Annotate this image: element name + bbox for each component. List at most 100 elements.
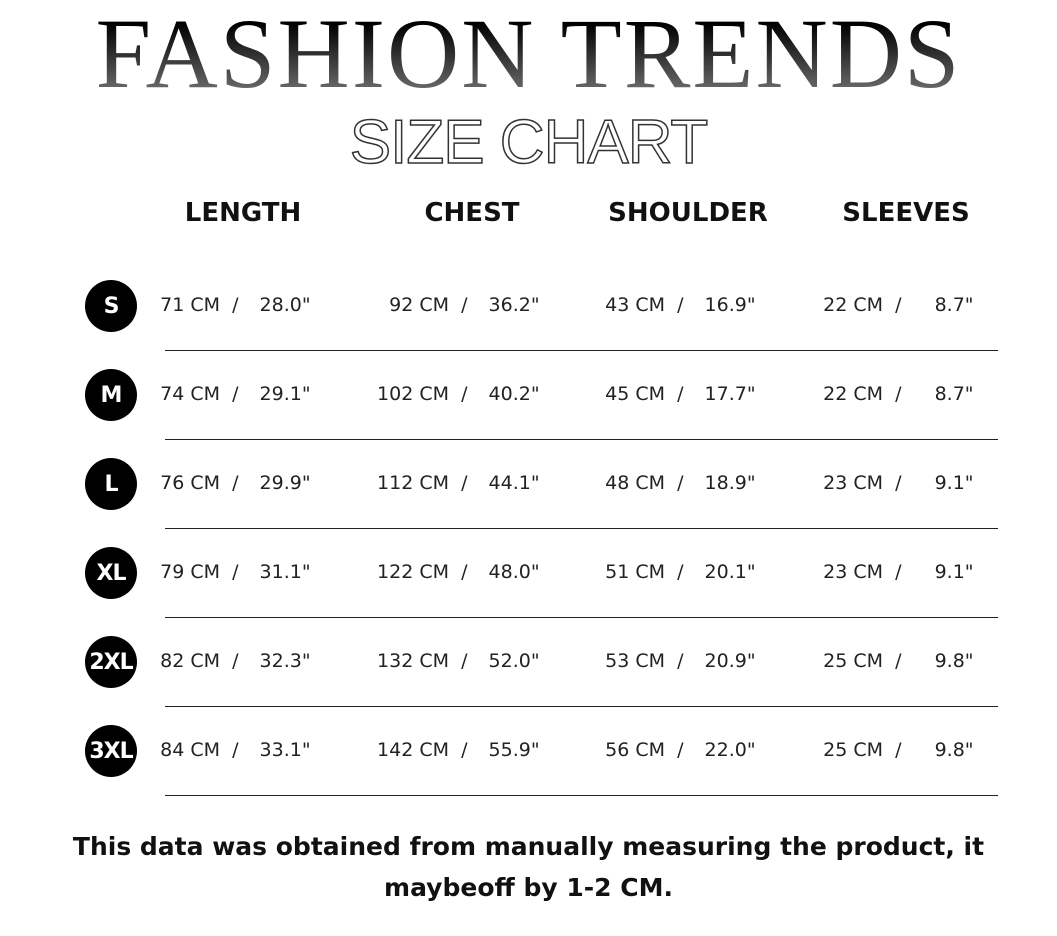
inch-value: 40.2" xyxy=(488,383,540,405)
separator: / xyxy=(665,383,696,405)
size-badge: 3XL xyxy=(85,725,137,777)
measurement-cell: 43 CM / 16.9" xyxy=(593,294,756,316)
inch-value: 44.1" xyxy=(488,472,540,494)
separator: / xyxy=(449,383,480,405)
measurement-cell: 23 CM / 9.1" xyxy=(811,472,974,494)
inch-value: 52.0" xyxy=(488,650,540,672)
measurement-cell: 79 CM / 31.1" xyxy=(148,561,311,583)
table-row: 3XL 84 CM / 33.1" 142 CM / 55.9" 56 CM / 22… xyxy=(0,725,1057,840)
inch-value: 20.1" xyxy=(704,561,756,583)
size-badge: 2XL xyxy=(85,636,137,688)
cm-value: 53 CM xyxy=(605,650,665,672)
separator: / xyxy=(220,561,251,583)
column-header-shoulder: SHOULDER xyxy=(608,198,768,228)
inch-value: 36.2" xyxy=(488,294,540,316)
measurement-cell: 74 CM / 29.1" xyxy=(148,383,311,405)
measurement-cell: 48 CM / 18.9" xyxy=(593,472,756,494)
measurement-cell: 45 CM / 17.7" xyxy=(593,383,756,405)
row-divider xyxy=(165,439,998,440)
separator: / xyxy=(665,561,696,583)
inch-value: 48.0" xyxy=(488,561,540,583)
row-divider xyxy=(165,617,998,618)
measurement-cell: 102 CM / 40.2" xyxy=(377,383,540,405)
inch-value: 18.9" xyxy=(704,472,756,494)
separator: / xyxy=(883,383,914,405)
cm-value: 43 CM xyxy=(605,294,665,316)
separator: / xyxy=(449,739,480,761)
measurement-cell: 71 CM / 28.0" xyxy=(148,294,311,316)
measurement-cell: 82 CM / 32.3" xyxy=(148,650,310,672)
inch-value: 8.7" xyxy=(934,383,974,405)
cm-value: 56 CM xyxy=(605,739,665,761)
separator: / xyxy=(220,383,251,405)
measurement-note: This data was obtained from manually mea… xyxy=(72,832,985,902)
brand-title: FASHION TRENDS xyxy=(0,4,1057,104)
separator: / xyxy=(883,561,914,583)
cm-value: 51 CM xyxy=(605,561,665,583)
row-divider xyxy=(165,706,998,707)
measurement-cell: 53 CM / 20.9" xyxy=(593,650,756,672)
inch-value: 33.1" xyxy=(259,739,311,761)
inch-value: 28.0" xyxy=(259,294,311,316)
separator: / xyxy=(449,650,480,672)
cm-value: 48 CM xyxy=(605,472,665,494)
cm-value: 102 CM xyxy=(377,383,449,405)
inch-value: 9.8" xyxy=(934,650,974,672)
separator: / xyxy=(449,294,480,316)
inch-value: 8.7" xyxy=(934,294,974,316)
size-badge: S xyxy=(85,280,137,332)
cm-value: 82 CM xyxy=(160,650,220,672)
measurement-cell: 76 CM / 29.9" xyxy=(148,472,311,494)
separator: / xyxy=(220,739,251,761)
separator: / xyxy=(883,650,914,672)
cm-value: 122 CM xyxy=(377,561,449,583)
size-badge: XL xyxy=(85,547,137,599)
column-header-sleeves: SLEEVES xyxy=(842,198,970,228)
inch-value: 31.1" xyxy=(259,561,311,583)
measurement-cell: 51 CM / 20.1" xyxy=(593,561,756,583)
inch-value: 20.9" xyxy=(704,650,756,672)
inch-value: 55.9" xyxy=(488,739,540,761)
size-badge: M xyxy=(85,369,137,421)
inch-value: 9.1" xyxy=(934,472,974,494)
cm-value: 25 CM xyxy=(823,739,883,761)
table-row: S 71 CM / 28.0" 92 CM / 36.2" 43 CM / 16.9"… xyxy=(0,280,1057,395)
inch-value: 17.7" xyxy=(704,383,756,405)
cm-value: 112 CM xyxy=(377,472,449,494)
cm-value: 23 CM xyxy=(823,561,883,583)
measurement-cell: 112 CM / 44.1" xyxy=(377,472,540,494)
measurement-cell: 25 CM / 9.8" xyxy=(811,650,974,672)
separator: / xyxy=(665,650,696,672)
separator: / xyxy=(220,294,251,316)
table-row: XL 79 CM / 31.1" 122 CM / 48.0" 51 CM / 20.… xyxy=(0,547,1057,662)
inch-value: 29.1" xyxy=(259,383,311,405)
measurement-cell: 132 CM / 52.0" xyxy=(377,650,540,672)
measurement-cell: 142 CM / 55.9" xyxy=(377,739,540,761)
measurement-cell: 23 CM / 9.1" xyxy=(811,561,973,583)
separator: / xyxy=(883,472,914,494)
inch-value: 16.9" xyxy=(704,294,756,316)
inch-value: 29.9" xyxy=(259,472,311,494)
size-badge: L xyxy=(85,458,137,510)
table-row: L 76 CM / 29.9" 112 CM / 44.1" 48 CM / 18.9… xyxy=(0,458,1057,573)
measurement-cell: 22 CM / 8.7" xyxy=(811,294,974,316)
cm-value: 142 CM xyxy=(377,739,449,761)
measurement-cell: 22 CM / 8.7" xyxy=(811,383,974,405)
table-row: M 74 CM / 29.1" 102 CM / 40.2" 45 CM / 17.7… xyxy=(0,369,1057,484)
column-header-length: LENGTH xyxy=(184,198,302,228)
separator: / xyxy=(883,294,914,316)
cm-value: 45 CM xyxy=(605,383,665,405)
table-row: 2XL 82 CM / 32.3" 132 CM / 52.0" 53 CM / 20… xyxy=(0,636,1057,751)
measurement-cell: 84 CM / 33.1" xyxy=(148,739,311,761)
separator: / xyxy=(883,739,914,761)
cm-value: 84 CM xyxy=(160,739,220,761)
separator: / xyxy=(665,739,696,761)
inch-value: 9.8" xyxy=(934,739,974,761)
cm-value: 76 CM xyxy=(160,472,220,494)
measurement-cell: 122 CM / 48.0" xyxy=(377,561,540,583)
size-chart-subtitle: SIZE CHART xyxy=(349,108,709,177)
measurement-cell: 25 CM / 9.8" xyxy=(811,739,974,761)
row-divider xyxy=(165,350,998,351)
column-header-chest: CHEST xyxy=(424,198,520,228)
cm-value: 25 CM xyxy=(823,650,883,672)
